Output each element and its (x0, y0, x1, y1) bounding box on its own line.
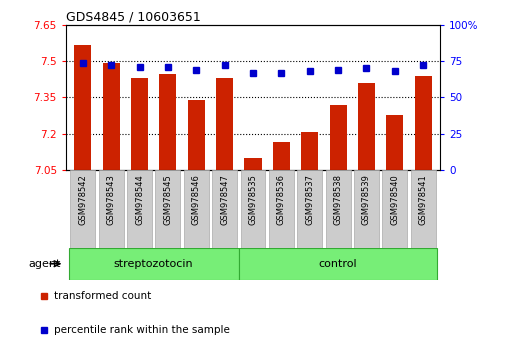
Bar (238, 248, 436, 280)
Bar (69, 248, 238, 280)
Text: control: control (318, 259, 357, 269)
Bar (414, 76, 431, 170)
Bar (354, 170, 378, 248)
Bar (410, 170, 435, 248)
Text: agent: agent (28, 259, 61, 269)
Bar (244, 158, 261, 170)
Text: GDS4845 / 10603651: GDS4845 / 10603651 (66, 11, 200, 24)
Text: GSM978541: GSM978541 (418, 174, 427, 224)
Bar (212, 170, 237, 248)
Text: GSM978544: GSM978544 (135, 174, 144, 224)
Bar (268, 170, 293, 248)
Bar (329, 105, 346, 170)
Text: GSM978542: GSM978542 (78, 174, 87, 224)
Text: GSM978536: GSM978536 (276, 174, 285, 225)
Text: streptozotocin: streptozotocin (114, 259, 193, 269)
Bar (300, 132, 318, 170)
Bar (216, 78, 233, 170)
Text: percentile rank within the sample: percentile rank within the sample (55, 325, 230, 335)
Bar (272, 142, 289, 170)
Bar (103, 63, 120, 170)
Bar (74, 45, 91, 170)
Text: GSM978547: GSM978547 (220, 174, 229, 225)
Bar (155, 170, 180, 248)
Bar (385, 115, 402, 170)
Text: GSM978538: GSM978538 (333, 174, 342, 225)
Bar (98, 170, 123, 248)
Bar (70, 170, 95, 248)
Bar (382, 170, 407, 248)
Bar (357, 83, 374, 170)
Bar (325, 170, 350, 248)
Bar (240, 170, 265, 248)
Text: GSM978540: GSM978540 (389, 174, 398, 224)
Text: transformed count: transformed count (55, 291, 152, 302)
Bar (127, 170, 152, 248)
Bar (159, 74, 176, 170)
Bar (183, 170, 209, 248)
Text: GSM978539: GSM978539 (361, 174, 370, 225)
Bar (131, 78, 148, 170)
Bar (296, 170, 322, 248)
Text: GSM978543: GSM978543 (107, 174, 116, 225)
Text: GSM978535: GSM978535 (248, 174, 257, 225)
Text: GSM978545: GSM978545 (163, 174, 172, 224)
Text: GSM978537: GSM978537 (305, 174, 314, 225)
Text: GSM978546: GSM978546 (191, 174, 200, 225)
Bar (187, 100, 205, 170)
